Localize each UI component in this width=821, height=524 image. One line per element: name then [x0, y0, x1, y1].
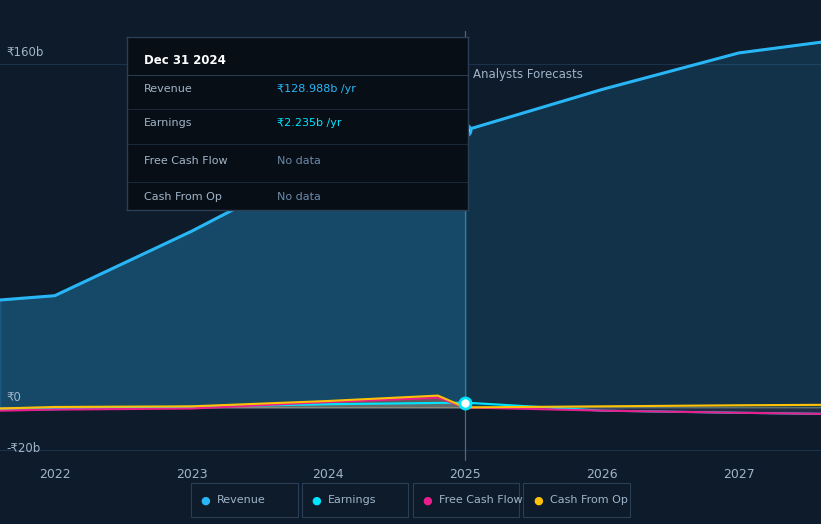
Text: Earnings: Earnings [144, 118, 193, 128]
Text: Earnings: Earnings [328, 495, 377, 506]
Text: ●: ● [201, 495, 210, 506]
Text: Cash From Op: Cash From Op [550, 495, 627, 506]
Text: ●: ● [534, 495, 543, 506]
Text: Free Cash Flow: Free Cash Flow [144, 156, 228, 166]
Text: ₹160b: ₹160b [7, 46, 44, 59]
Text: Analysts Forecasts: Analysts Forecasts [474, 68, 583, 81]
Text: No data: No data [277, 156, 321, 166]
Text: Past: Past [433, 68, 457, 81]
Text: ₹2.235b /yr: ₹2.235b /yr [277, 118, 342, 128]
Text: ₹128.988b /yr: ₹128.988b /yr [277, 83, 356, 94]
Text: Revenue: Revenue [144, 83, 193, 94]
Text: No data: No data [277, 192, 321, 202]
Text: ₹0: ₹0 [7, 391, 21, 404]
Text: Revenue: Revenue [217, 495, 266, 506]
Text: Dec 31 2024: Dec 31 2024 [144, 54, 226, 67]
Text: ●: ● [423, 495, 432, 506]
Text: ●: ● [312, 495, 321, 506]
Text: Cash From Op: Cash From Op [144, 192, 222, 202]
Text: -₹20b: -₹20b [7, 442, 41, 455]
Text: Free Cash Flow: Free Cash Flow [439, 495, 522, 506]
